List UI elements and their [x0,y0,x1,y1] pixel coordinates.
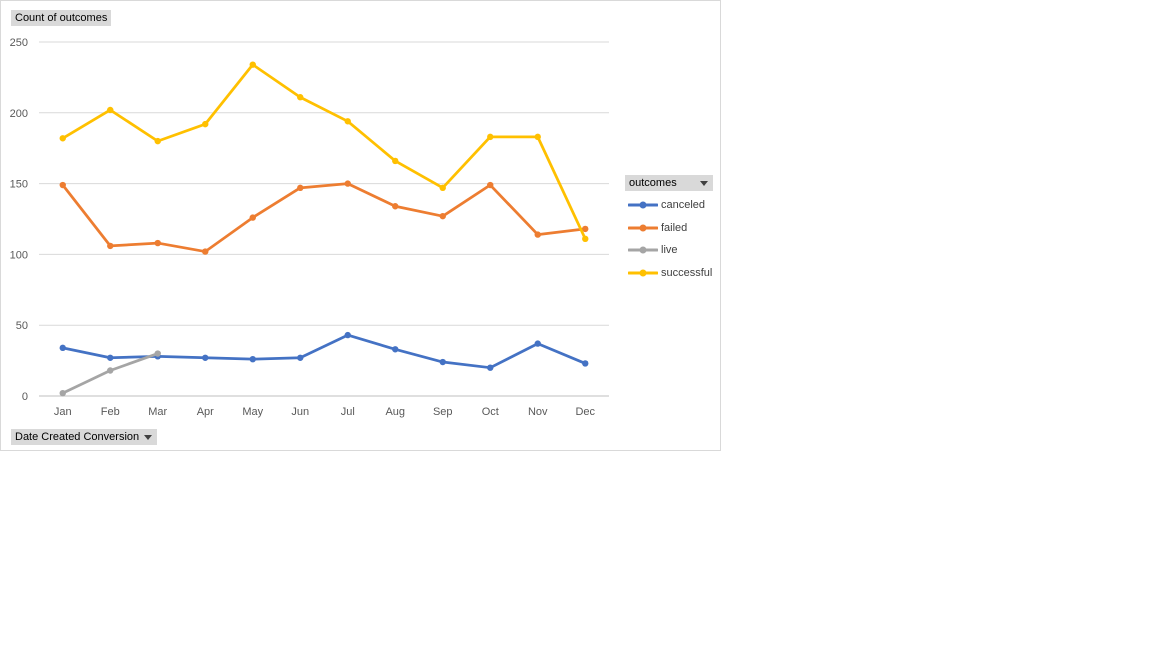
data-point-canceled [344,331,351,339]
legend-swatch-successful [628,269,658,277]
data-point-successful [487,133,494,141]
dropdown-arrow-icon [700,181,708,186]
data-point-failed [534,231,541,238]
data-point-failed [392,203,399,210]
data-point-live [154,350,161,357]
x-tick-label: Sep [433,406,453,418]
data-point-canceled [249,355,256,363]
line-chart: 0 50 100 150 200 250 Jan Feb Mar Apr May Jun Jul Aug S… [10,37,609,418]
y-tick-label: 250 [10,37,28,49]
data-point-canceled [59,344,66,352]
legend-item-successful[interactable]: successful [625,262,712,285]
series-line-successful [61,63,587,241]
legend-swatch-live [628,246,658,254]
data-point-canceled [439,358,446,366]
legend-field-label: outcomes [629,177,677,189]
data-point-failed [582,225,589,233]
x-tick-label: Jan [54,406,72,418]
x-tick-label: Nov [528,406,548,418]
x-tick-label: Feb [101,406,120,418]
y-tick-label: 0 [22,391,28,403]
chart-area: 0 50 100 150 200 250 Jan Feb Mar Apr May Jun Jul Aug S… [0,0,721,451]
data-point-failed [487,181,494,189]
x-tick-label: Apr [197,406,214,418]
data-point-live [107,367,114,374]
data-point-canceled [202,354,209,361]
data-point-failed [344,180,351,187]
data-point-successful [392,157,399,165]
data-point-successful [582,235,589,243]
x-tick-label: May [242,406,263,418]
x-tick-label: Oct [482,406,499,418]
data-point-failed [249,214,256,221]
data-point-successful [249,61,256,68]
legend-swatch-failed [628,224,658,232]
legend-label: live [661,244,678,257]
legend-item-failed[interactable]: failed [625,217,712,240]
values-field-button[interactable]: Count of outcomes [11,10,112,26]
data-point-failed [439,212,446,220]
legend-label: successful [661,266,713,279]
data-point-successful [344,118,351,125]
data-point-failed [202,248,209,255]
data-point-successful [59,135,66,142]
legend-label: failed [661,221,688,234]
y-tick-label: 50 [16,320,28,332]
data-point-successful [202,120,209,128]
x-tick-label: Aug [385,406,405,418]
data-point-successful [297,94,304,101]
data-point-successful [107,106,114,114]
data-point-live [59,389,66,397]
dropdown-arrow-icon [144,435,153,440]
data-point-successful [534,133,541,141]
legend-field-button[interactable]: outcomes [625,175,713,191]
chart-legend: canceled failed live successful [625,194,712,284]
legend-swatch-canceled [628,201,658,209]
data-point-canceled [107,354,114,361]
data-point-successful [154,137,161,145]
y-tick-label: 100 [10,249,28,261]
data-point-canceled [534,340,541,347]
series-line-canceled [61,333,587,370]
y-tick-label: 200 [10,108,28,120]
data-point-canceled [582,360,589,367]
data-point-canceled [487,364,494,371]
legend-label: canceled [661,199,706,212]
x-tick-label: Mar [148,406,167,418]
data-point-failed [154,239,161,247]
data-point-failed [297,184,304,192]
data-point-canceled [297,354,304,361]
data-point-canceled [392,346,399,353]
x-tick-label: Jul [341,406,355,418]
axis-field-label: Date Created Conversion [15,431,140,443]
data-point-successful [439,184,446,192]
data-point-failed [107,242,114,250]
legend-item-live[interactable]: live [625,239,712,262]
legend-item-canceled[interactable]: canceled [625,194,712,217]
data-point-failed [59,181,66,189]
axis-field-button[interactable]: Date Created Conversion [11,429,158,445]
series-line-failed [61,182,587,253]
x-tick-label: Dec [575,406,595,418]
y-tick-label: 150 [10,179,28,191]
x-tick-label: Jun [291,406,309,418]
values-field-label: Count of outcomes [15,12,108,24]
